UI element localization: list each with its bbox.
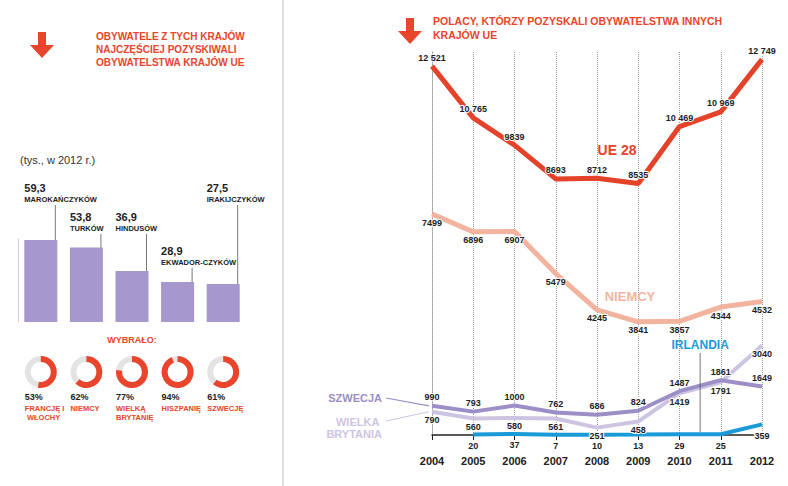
svg-text:2004: 2004 bbox=[420, 455, 445, 467]
svg-text:1487: 1487 bbox=[669, 378, 689, 388]
svg-text:WIELKA: WIELKA bbox=[336, 416, 382, 428]
svg-text:2012: 2012 bbox=[750, 455, 774, 467]
svg-text:NAJCZĘŚCIEJ POZYSKIWALI: NAJCZĘŚCIEJ POZYSKIWALI bbox=[96, 43, 239, 55]
svg-text:2007: 2007 bbox=[544, 455, 568, 467]
svg-text:561: 561 bbox=[548, 422, 563, 432]
svg-text:UE 28: UE 28 bbox=[598, 142, 637, 158]
svg-text:NIEMCY: NIEMCY bbox=[70, 404, 99, 413]
svg-text:IRAKIJCZYKÓW: IRAKIJCZYKÓW bbox=[207, 195, 266, 204]
svg-text:10 469: 10 469 bbox=[666, 113, 694, 123]
svg-text:OBYWATELSTWA KRAJÓW UE: OBYWATELSTWA KRAJÓW UE bbox=[96, 56, 245, 68]
svg-text:EKWADOR-CZYKÓW: EKWADOR-CZYKÓW bbox=[161, 258, 237, 267]
svg-text:10: 10 bbox=[592, 441, 602, 451]
svg-text:1419: 1419 bbox=[669, 397, 689, 407]
svg-text:5479: 5479 bbox=[546, 277, 566, 287]
svg-text:2008: 2008 bbox=[585, 455, 609, 467]
svg-text:1000: 1000 bbox=[504, 392, 524, 402]
svg-text:8535: 8535 bbox=[628, 170, 648, 180]
svg-text:BRYTANIĘ: BRYTANIĘ bbox=[116, 413, 154, 422]
svg-text:12 521: 12 521 bbox=[418, 53, 446, 63]
svg-text:4344: 4344 bbox=[711, 311, 731, 321]
svg-text:8693: 8693 bbox=[546, 165, 566, 175]
svg-text:WYBRAŁO:: WYBRAŁO: bbox=[107, 335, 157, 345]
svg-text:6896: 6896 bbox=[463, 235, 483, 245]
svg-text:824: 824 bbox=[631, 397, 646, 407]
svg-text:7: 7 bbox=[553, 441, 558, 451]
svg-text:53,8: 53,8 bbox=[70, 211, 91, 223]
svg-text:2006: 2006 bbox=[502, 455, 526, 467]
svg-text:36,9: 36,9 bbox=[116, 211, 137, 223]
svg-text:12 749: 12 749 bbox=[748, 46, 776, 56]
svg-text:6907: 6907 bbox=[504, 235, 524, 245]
svg-text:SZWECJA: SZWECJA bbox=[328, 392, 382, 404]
svg-text:WIELKĄ: WIELKĄ bbox=[116, 404, 148, 413]
svg-text:359: 359 bbox=[754, 431, 769, 441]
svg-text:3857: 3857 bbox=[669, 325, 689, 335]
svg-text:BRYTANIA: BRYTANIA bbox=[326, 428, 382, 440]
svg-text:POLACY, KTÓRZY POZYSKALI OBYWA: POLACY, KTÓRZY POZYSKALI OBYWATELSTWA IN… bbox=[433, 15, 725, 27]
svg-text:27,5: 27,5 bbox=[207, 182, 228, 194]
svg-text:10 765: 10 765 bbox=[459, 104, 487, 114]
svg-text:IRLANDIA: IRLANDIA bbox=[671, 338, 729, 352]
svg-text:3040: 3040 bbox=[752, 349, 772, 359]
svg-text:9839: 9839 bbox=[504, 132, 524, 142]
svg-text:4245: 4245 bbox=[587, 313, 607, 323]
svg-text:62%: 62% bbox=[70, 392, 88, 402]
svg-text:37: 37 bbox=[509, 440, 519, 450]
svg-text:HISZPANIĘ: HISZPANIĘ bbox=[162, 404, 201, 413]
svg-text:686: 686 bbox=[589, 401, 604, 411]
svg-text:59,3: 59,3 bbox=[24, 182, 45, 194]
svg-text:1861: 1861 bbox=[711, 367, 731, 377]
svg-text:FRANCJĘ I: FRANCJĘ I bbox=[25, 404, 65, 413]
svg-text:2005: 2005 bbox=[461, 455, 485, 467]
svg-text:793: 793 bbox=[466, 398, 481, 408]
svg-text:28,9: 28,9 bbox=[161, 245, 182, 257]
svg-text:1791: 1791 bbox=[711, 386, 731, 396]
svg-text:7499: 7499 bbox=[422, 218, 442, 228]
svg-text:25: 25 bbox=[716, 441, 726, 451]
svg-text:WŁOCHY: WŁOCHY bbox=[25, 413, 60, 422]
svg-text:MAROKAŃCZYKÓW: MAROKAŃCZYKÓW bbox=[24, 195, 97, 204]
svg-text:SZWECJĘ: SZWECJĘ bbox=[207, 404, 243, 413]
svg-text:3841: 3841 bbox=[628, 325, 648, 335]
svg-text:762: 762 bbox=[548, 399, 563, 409]
svg-text:2010: 2010 bbox=[667, 455, 691, 467]
svg-text:HINDUSÓW: HINDUSÓW bbox=[116, 224, 159, 233]
svg-text:2011: 2011 bbox=[709, 455, 733, 467]
svg-text:(tys., w 2012 r.): (tys., w 2012 r.) bbox=[20, 154, 95, 166]
svg-text:251: 251 bbox=[589, 431, 604, 441]
svg-text:2009: 2009 bbox=[626, 455, 650, 467]
svg-text:8712: 8712 bbox=[587, 165, 607, 175]
svg-text:4532: 4532 bbox=[752, 305, 772, 315]
svg-text:94%: 94% bbox=[162, 392, 180, 402]
svg-text:790: 790 bbox=[424, 415, 439, 425]
svg-text:29: 29 bbox=[674, 441, 684, 451]
svg-text:990: 990 bbox=[424, 392, 439, 402]
svg-text:1649: 1649 bbox=[752, 373, 772, 383]
svg-text:NIEMCY: NIEMCY bbox=[605, 289, 656, 304]
svg-text:580: 580 bbox=[507, 421, 522, 431]
svg-text:KRAJÓW UE: KRAJÓW UE bbox=[433, 29, 497, 41]
svg-text:560: 560 bbox=[466, 422, 481, 432]
svg-text:458: 458 bbox=[631, 425, 646, 435]
svg-text:TURKÓW: TURKÓW bbox=[70, 224, 105, 233]
svg-text:OBYWATELE Z TYCH KRAJÓW: OBYWATELE Z TYCH KRAJÓW bbox=[96, 30, 247, 42]
svg-text:61%: 61% bbox=[207, 392, 225, 402]
svg-text:53%: 53% bbox=[25, 392, 43, 402]
svg-text:10 969: 10 969 bbox=[707, 98, 735, 108]
svg-text:20: 20 bbox=[468, 441, 478, 451]
svg-text:77%: 77% bbox=[116, 392, 134, 402]
svg-text:13: 13 bbox=[633, 441, 643, 451]
